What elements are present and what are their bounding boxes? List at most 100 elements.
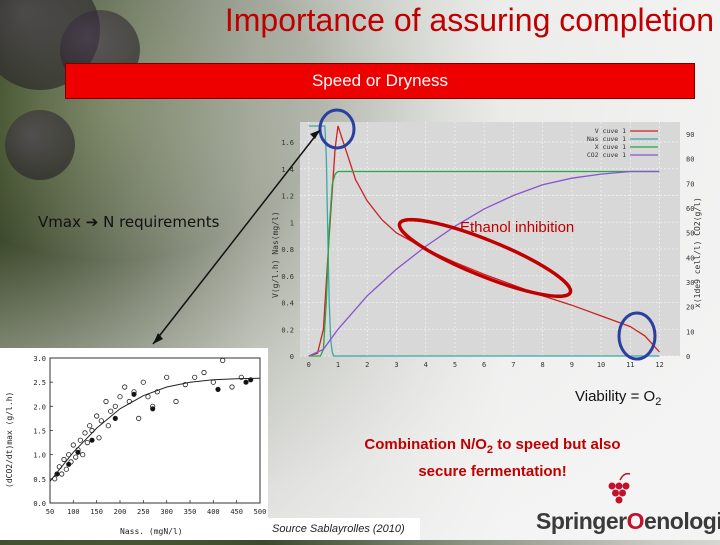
banner: Speed or Dryness — [65, 63, 695, 99]
y2-tick-label: 90 — [686, 131, 694, 139]
ethanol-inhibition-label: Ethanol inhibition — [460, 219, 575, 236]
data-point-filled — [131, 391, 137, 397]
data-point-open — [122, 384, 128, 390]
data-point-open — [136, 415, 142, 422]
data-point-open — [220, 357, 226, 363]
y-tick-label: 2.5 — [33, 379, 46, 387]
x-tick-label: 450 — [230, 508, 243, 516]
data-point-open — [63, 466, 69, 472]
data-point-open — [112, 403, 118, 409]
data-point-open — [70, 442, 76, 448]
legend-label: Nas cuve 1 — [587, 135, 626, 143]
combination-part1: Combination N/O — [364, 436, 487, 453]
y-tick-label: 0.4 — [281, 300, 294, 308]
x-tick-label: 9 — [570, 361, 574, 368]
data-point-open — [173, 398, 179, 405]
y-tick-label: 1.5 — [33, 428, 46, 436]
fermentation-kinetics-chart: 0 1 2 3 4 5 6 7 8 9 10 11 1200.20.40.60.811.21.41.60… — [271, 122, 702, 368]
y-tick-label: 1.2 — [281, 193, 294, 201]
y-tick-label: 0.0 — [33, 500, 46, 508]
fit-curve — [49, 377, 261, 482]
legend-label: V cuve 1 — [595, 127, 626, 135]
x-tick-label: 0 — [307, 361, 311, 368]
legend-label: X cuve 1 — [595, 143, 626, 151]
data-point-filled — [243, 379, 249, 385]
x-tick-label: 200 — [114, 508, 127, 516]
legend-label: CO2 cuve 1 — [587, 151, 626, 159]
data-point-open — [96, 435, 102, 441]
x-tick-label: 7 — [511, 361, 515, 368]
data-point-open — [59, 471, 65, 477]
y-axis-label: V(g/l.h) Nas(mg/l) — [271, 211, 280, 298]
n-requirements-text: N requirements — [103, 213, 220, 231]
vmax-vs-nitrogen-chart: 50 100 150 200 250 300 350 400 450 500 0.0 0.5 1.0 1.… — [0, 348, 268, 540]
y2-tick-label: 70 — [686, 180, 694, 188]
x-tick-label: 12 — [655, 361, 663, 368]
y2-tick-label: 60 — [686, 205, 694, 213]
logo-text-right: enologie — [643, 508, 720, 534]
y-tick-label: 2.0 — [33, 403, 46, 411]
x-tick-label: 250 — [137, 508, 150, 516]
y-tick-label: 1.6 — [281, 139, 294, 147]
combination-sub: 2 — [486, 444, 494, 456]
y-tick-label: 0.2 — [281, 326, 294, 334]
vmax-label: Vmax ➔ N requirements — [38, 213, 219, 231]
combination-line-2: secure fermentation! — [418, 463, 567, 480]
right-arrow-icon: ➔ — [85, 213, 99, 231]
x-tick-label: 8 — [541, 361, 545, 368]
x-tick-label: 6 — [482, 361, 486, 368]
y2-tick-label: 10 — [686, 328, 694, 336]
x-tick-label: 100 — [67, 508, 80, 516]
series-line-3 — [308, 170, 660, 357]
data-point-open — [164, 374, 170, 380]
x-tick-label: 2 — [365, 361, 369, 368]
y-tick-label: 1 — [290, 219, 294, 227]
data-point-open — [77, 437, 83, 443]
data-point-open — [94, 413, 100, 419]
logo-text-left: Springer — [536, 508, 627, 534]
y2-tick-label: 0 — [686, 353, 690, 361]
y-tick-label: 0.5 — [33, 476, 46, 484]
slide-title: Importance of assuring completion — [224, 2, 714, 38]
combination-part2: to speed but also — [493, 436, 621, 453]
data-point-open — [201, 369, 207, 376]
x-tick-label: 11 — [626, 361, 634, 368]
y-tick-label: 0 — [290, 353, 294, 361]
x-axis-label: Nass. (mgN/l) — [120, 527, 183, 536]
data-point-open — [105, 423, 111, 429]
y2-tick-label: 80 — [686, 156, 694, 164]
logo-o: O — [626, 508, 645, 534]
source-citation: Source Sablayrolles (2010) — [266, 518, 420, 540]
y2-tick-label: 50 — [686, 230, 694, 238]
y2-tick-label: 30 — [686, 279, 694, 287]
data-point-open — [73, 454, 79, 460]
data-point-open — [117, 394, 123, 400]
data-point-open — [192, 374, 198, 380]
x-tick-label: 300 — [160, 508, 173, 516]
x-tick-label: 10 — [597, 361, 605, 368]
viability-text: Viability = O2 — [575, 388, 661, 408]
data-point-open — [87, 423, 93, 429]
data-point-filled — [66, 461, 72, 467]
chart-small-background — [0, 348, 268, 540]
x-tick-label: 3 — [394, 361, 398, 368]
data-point-filled — [75, 449, 81, 455]
data-point-open — [80, 452, 86, 458]
data-point-filled — [112, 415, 118, 422]
data-point-open — [108, 408, 114, 414]
data-point-open — [61, 456, 67, 463]
springer-oenologie-logo: SpringerOenologie — [532, 468, 720, 540]
x-tick-label: 4 — [424, 361, 428, 368]
data-point-open — [82, 430, 88, 436]
y2-axis-label: x(1de9 cell/l) CO2(g/l) — [693, 197, 702, 308]
data-point-open — [140, 379, 146, 385]
y-tick-label: 1.0 — [33, 452, 46, 460]
grape-logo-icon — [608, 472, 631, 504]
y2-tick-label: 20 — [686, 304, 694, 312]
data-point-filled — [89, 437, 95, 443]
y-tick-label: 0.8 — [281, 246, 294, 254]
data-point-open — [98, 418, 104, 424]
data-point-open — [103, 398, 109, 405]
x-tick-label: 1 — [336, 361, 340, 368]
logo-text: SpringerOenologie — [536, 508, 720, 535]
